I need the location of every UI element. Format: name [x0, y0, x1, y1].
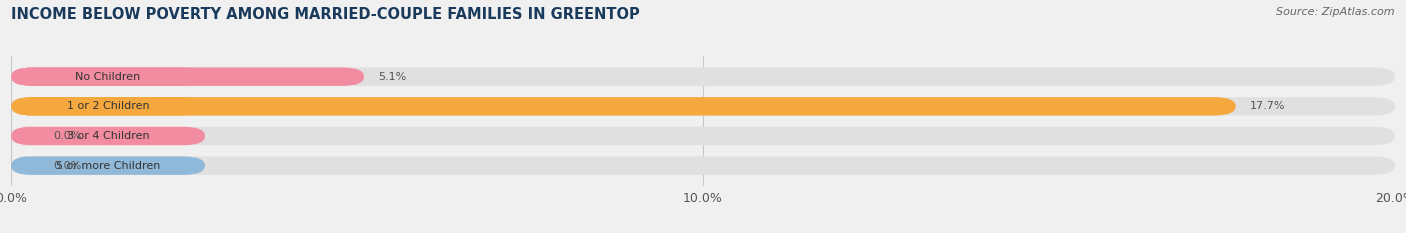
- Text: 3 or 4 Children: 3 or 4 Children: [66, 131, 149, 141]
- FancyBboxPatch shape: [11, 156, 1395, 175]
- FancyBboxPatch shape: [11, 97, 1395, 116]
- Text: 17.7%: 17.7%: [1250, 101, 1285, 111]
- FancyBboxPatch shape: [11, 97, 205, 116]
- Text: 0.0%: 0.0%: [53, 161, 82, 171]
- Text: INCOME BELOW POVERTY AMONG MARRIED-COUPLE FAMILIES IN GREENTOP: INCOME BELOW POVERTY AMONG MARRIED-COUPL…: [11, 7, 640, 22]
- FancyBboxPatch shape: [11, 127, 1395, 145]
- FancyBboxPatch shape: [11, 127, 205, 145]
- Text: No Children: No Children: [76, 72, 141, 82]
- Text: 5 or more Children: 5 or more Children: [56, 161, 160, 171]
- Text: 5.1%: 5.1%: [378, 72, 406, 82]
- FancyBboxPatch shape: [11, 97, 1236, 116]
- FancyBboxPatch shape: [11, 127, 39, 145]
- FancyBboxPatch shape: [11, 156, 205, 175]
- Text: Source: ZipAtlas.com: Source: ZipAtlas.com: [1277, 7, 1395, 17]
- Text: 1 or 2 Children: 1 or 2 Children: [66, 101, 149, 111]
- FancyBboxPatch shape: [11, 156, 39, 175]
- FancyBboxPatch shape: [11, 68, 364, 86]
- FancyBboxPatch shape: [11, 68, 205, 86]
- FancyBboxPatch shape: [11, 68, 1395, 86]
- Text: 0.0%: 0.0%: [53, 131, 82, 141]
